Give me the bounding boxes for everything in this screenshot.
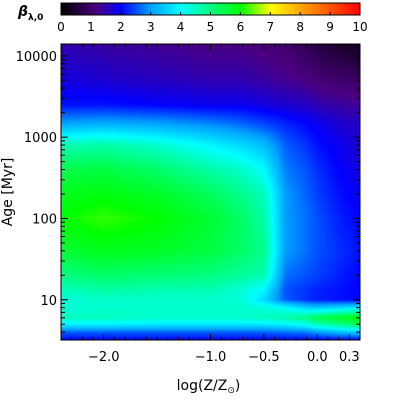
colorbar-tick-label: 10 bbox=[352, 20, 367, 34]
y-tick-label: 10000 bbox=[16, 50, 57, 65]
colorbar-tick-label: 4 bbox=[177, 20, 185, 34]
x-tick-label: −2.0 bbox=[88, 350, 120, 365]
heatmap bbox=[61, 44, 360, 340]
colorbar-tick-label: 0 bbox=[57, 20, 65, 34]
x-tick-label: 0.0 bbox=[307, 350, 328, 365]
colorbar-tick-label: 7 bbox=[266, 20, 274, 34]
colorbar-tick-label: 9 bbox=[326, 20, 334, 34]
colorbar-tick-label: 6 bbox=[237, 20, 245, 34]
x-tick-label: −0.5 bbox=[248, 350, 280, 365]
colorbar-tick-label: 3 bbox=[147, 20, 155, 34]
colorbar: βλ,0 0 1 2 3 4 5 6 7 8 9 10 bbox=[17, 2, 368, 34]
axes: −2.0 −1.0 −0.5 0.0 0.3 10 100 1000 10000 log(Z/Z⊙… bbox=[0, 43, 361, 396]
colorbar-tick-label: 2 bbox=[117, 20, 125, 34]
colorbar-tick-label: 8 bbox=[296, 20, 304, 34]
x-tick-label: 0.3 bbox=[339, 350, 360, 365]
y-tick-label: 100 bbox=[32, 212, 57, 227]
y-tick-label: 10 bbox=[40, 294, 57, 309]
heatmap-image bbox=[61, 44, 360, 340]
colorbar-tick-label: 1 bbox=[87, 20, 95, 34]
colorbar-tick-label: 5 bbox=[207, 20, 215, 34]
y-axis-label: Age [Myr] bbox=[0, 158, 16, 227]
colorbar-label: βλ,0 bbox=[17, 4, 43, 23]
y-tick-label: 1000 bbox=[24, 131, 57, 146]
x-tick-label: −1.0 bbox=[195, 350, 227, 365]
x-axis-label: log(Z/Z⊙) bbox=[177, 378, 241, 396]
